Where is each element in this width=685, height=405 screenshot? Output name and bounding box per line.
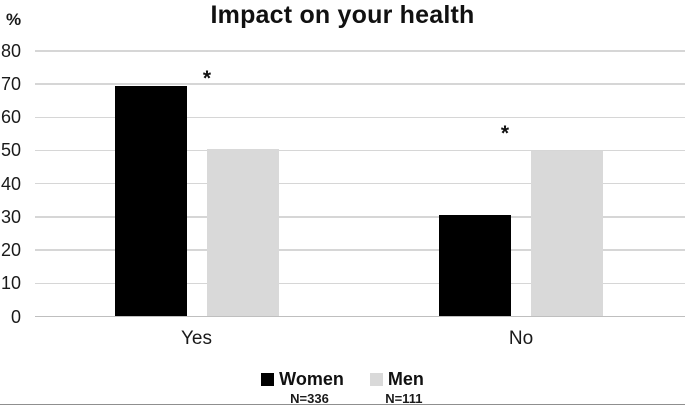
gridline	[35, 249, 685, 251]
legend-item-men: Men N=111	[369, 369, 424, 405]
legend: Women N=336 Men N=111	[0, 369, 685, 405]
y-tick-label: 20	[0, 240, 21, 261]
y-tick-label: 50	[0, 140, 21, 161]
x-axis-line	[35, 315, 685, 318]
category-label-yes: Yes	[181, 328, 212, 349]
gridline	[35, 116, 685, 118]
significance-asterisk: *	[202, 67, 212, 90]
legend-swatch-men	[369, 373, 383, 386]
gridline	[35, 83, 685, 85]
y-tick-label: 60	[0, 107, 21, 128]
legend-sample-size: N=111	[385, 391, 423, 405]
gridline	[35, 149, 685, 152]
y-tick-label: 40	[0, 173, 21, 194]
y-tick-label: 30	[0, 206, 21, 227]
gridline	[35, 216, 685, 218]
legend-series-name: Women	[279, 369, 344, 389]
y-axis-unit-label: %	[6, 10, 22, 29]
legend-sample-size: N=336	[290, 391, 329, 405]
legend-item-women: Women N=336	[261, 369, 344, 405]
significance-asterisk: *	[500, 122, 510, 145]
bar-men-yes	[206, 149, 279, 317]
y-tick-label: 80	[0, 40, 21, 61]
legend-swatch-women	[261, 373, 275, 386]
y-tick-label: 70	[0, 74, 21, 95]
legend-series-name: Men	[387, 369, 424, 389]
gridline	[35, 282, 685, 285]
gridline	[35, 50, 685, 52]
y-tick-label: 10	[0, 273, 21, 294]
y-tick-label: 0	[10, 306, 21, 327]
chart-title: Impact on your health	[210, 1, 475, 29]
bar-women-no	[439, 215, 511, 317]
bar-men-no	[531, 151, 603, 317]
legend-item-row: Men	[369, 369, 424, 390]
category-label-no: No	[508, 328, 534, 349]
legend-item-row: Women	[261, 369, 344, 390]
bar-women-yes	[114, 86, 187, 317]
gridline	[35, 182, 685, 185]
